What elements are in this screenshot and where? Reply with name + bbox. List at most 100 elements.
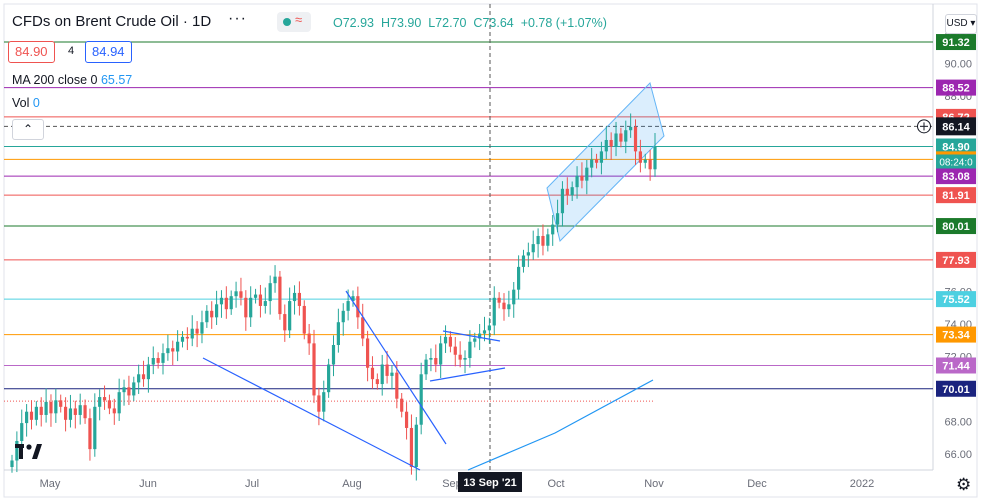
volume-indicator-name: Vol <box>12 96 30 110</box>
candle-body-60 <box>302 305 306 334</box>
candle-body-102 <box>507 304 511 310</box>
candle-body-105 <box>521 255 526 267</box>
volume-indicator-legend[interactable]: Vol 0 <box>12 96 40 110</box>
price-tag-label-5: 83.08 <box>942 171 970 183</box>
candle-body-127 <box>629 126 633 131</box>
candle-body-45 <box>229 296 233 310</box>
price-tag-label-11: 71.44 <box>942 360 970 372</box>
candle-body-119 <box>590 159 594 168</box>
candle-body-7 <box>44 401 48 415</box>
ma-indicator-legend[interactable]: MA 200 close 0 65.57 <box>12 73 132 87</box>
candle-body-110 <box>546 234 550 246</box>
volume-indicator-value: 0 <box>32 96 40 110</box>
price-tag-12 <box>936 380 976 397</box>
candle-body-72 <box>361 317 365 339</box>
candle-body-83 <box>414 424 418 468</box>
candle-body-130 <box>643 159 647 163</box>
gear-icon[interactable]: ⚙ <box>956 475 972 494</box>
candle-body-104 <box>517 266 521 290</box>
candle-body-109 <box>541 235 545 246</box>
x-tick-label-2: Jul <box>245 478 259 490</box>
candle-body-79 <box>395 372 399 399</box>
candle-body-125 <box>619 133 623 142</box>
candle-body-37 <box>190 328 194 339</box>
change-value: +0.78 (+1.07%) <box>520 16 607 30</box>
candle-body-50 <box>253 294 258 298</box>
candle-body-71 <box>356 296 360 318</box>
candle-body-131 <box>648 159 652 170</box>
candle-body-41 <box>210 310 214 318</box>
candle-body-28 <box>146 364 150 380</box>
rising-channel <box>546 82 665 242</box>
candle-body-14 <box>78 405 82 415</box>
candle-body-74 <box>370 367 375 380</box>
candle-body-26 <box>137 374 141 383</box>
price-tag-3 <box>936 138 976 155</box>
ma-indicator-value: 65.57 <box>100 73 133 87</box>
candle-body-113 <box>560 188 565 214</box>
candle-body-100 <box>497 297 501 303</box>
candle-body-59 <box>297 292 302 306</box>
candle-body-27 <box>141 374 146 380</box>
candle-body-124 <box>614 133 618 147</box>
candle-body-69 <box>346 301 350 311</box>
candle-body-25 <box>132 382 136 396</box>
candle-body-89 <box>443 336 448 344</box>
candle-body-19 <box>102 397 107 401</box>
candle-body-54 <box>273 276 277 284</box>
candle-body-86 <box>429 358 433 360</box>
candle-body-75 <box>375 379 379 385</box>
candle-body-13 <box>73 408 77 415</box>
price-tag-1 <box>936 79 976 96</box>
candle-body-34 <box>176 341 180 352</box>
x-tick-label-0: May <box>40 478 61 490</box>
crosshair-price-tag <box>936 117 976 136</box>
price-tag-10 <box>936 326 976 343</box>
candle-body-118 <box>585 167 589 181</box>
candle-body-66 <box>331 344 336 365</box>
candle-body-62 <box>312 343 316 396</box>
close-value: C73.64 <box>473 16 514 30</box>
crosshair-price-label: 86.14 <box>942 121 970 133</box>
buy-button[interactable]: 84.94 <box>85 41 132 63</box>
crosshair-date-label: 13 Sep '21 <box>463 477 516 489</box>
ma-indicator-name: MA 200 close 0 <box>12 73 98 87</box>
price-tag-0 <box>936 34 976 51</box>
market-status-badge[interactable]: ≈ <box>277 12 311 32</box>
candle-body-63 <box>317 395 321 412</box>
spread-value: 4 <box>68 45 75 57</box>
candle-body-55 <box>278 276 282 315</box>
candle-body-47 <box>239 291 243 298</box>
market-open-icon <box>283 18 291 26</box>
candle-body-132 <box>653 146 657 170</box>
currency-label: USD <box>946 18 968 29</box>
candle-body-108 <box>536 235 540 245</box>
candle-body-128 <box>633 126 638 152</box>
candle-body-48 <box>244 297 248 318</box>
candle-body-6 <box>39 406 43 415</box>
y-tick-label-12: 90.00 <box>944 59 972 71</box>
sell-button[interactable]: 84.90 <box>8 41 55 63</box>
candle-body-58 <box>292 292 297 302</box>
candle-body-35 <box>180 336 185 342</box>
candle-body-32 <box>166 348 170 354</box>
tradingview-logo-icon[interactable] <box>14 440 44 462</box>
price-tag-6 <box>936 187 976 204</box>
currency-selector[interactable]: USD ▾ <box>945 14 977 34</box>
price-tag-label-6: 81.91 <box>942 190 970 202</box>
candle-body-95 <box>473 338 477 342</box>
candle-body-78 <box>390 372 394 376</box>
y-tick-label-0: 66.00 <box>944 449 972 461</box>
symbol-title[interactable]: CFDs on Brent Crude Oil · 1D <box>12 13 212 30</box>
countdown-tag <box>936 154 976 169</box>
candle-body-2 <box>20 423 24 441</box>
candle-body-92 <box>458 354 462 360</box>
candle-body-53 <box>268 283 272 302</box>
price-tag-7 <box>936 218 976 235</box>
crosshair-date-tag <box>458 472 522 492</box>
more-dots-icon[interactable]: ··· <box>228 10 247 27</box>
candle-body-10 <box>59 400 63 407</box>
chevron-up-icon[interactable]: ⌃ <box>12 119 44 140</box>
candle-body-16 <box>88 418 92 450</box>
